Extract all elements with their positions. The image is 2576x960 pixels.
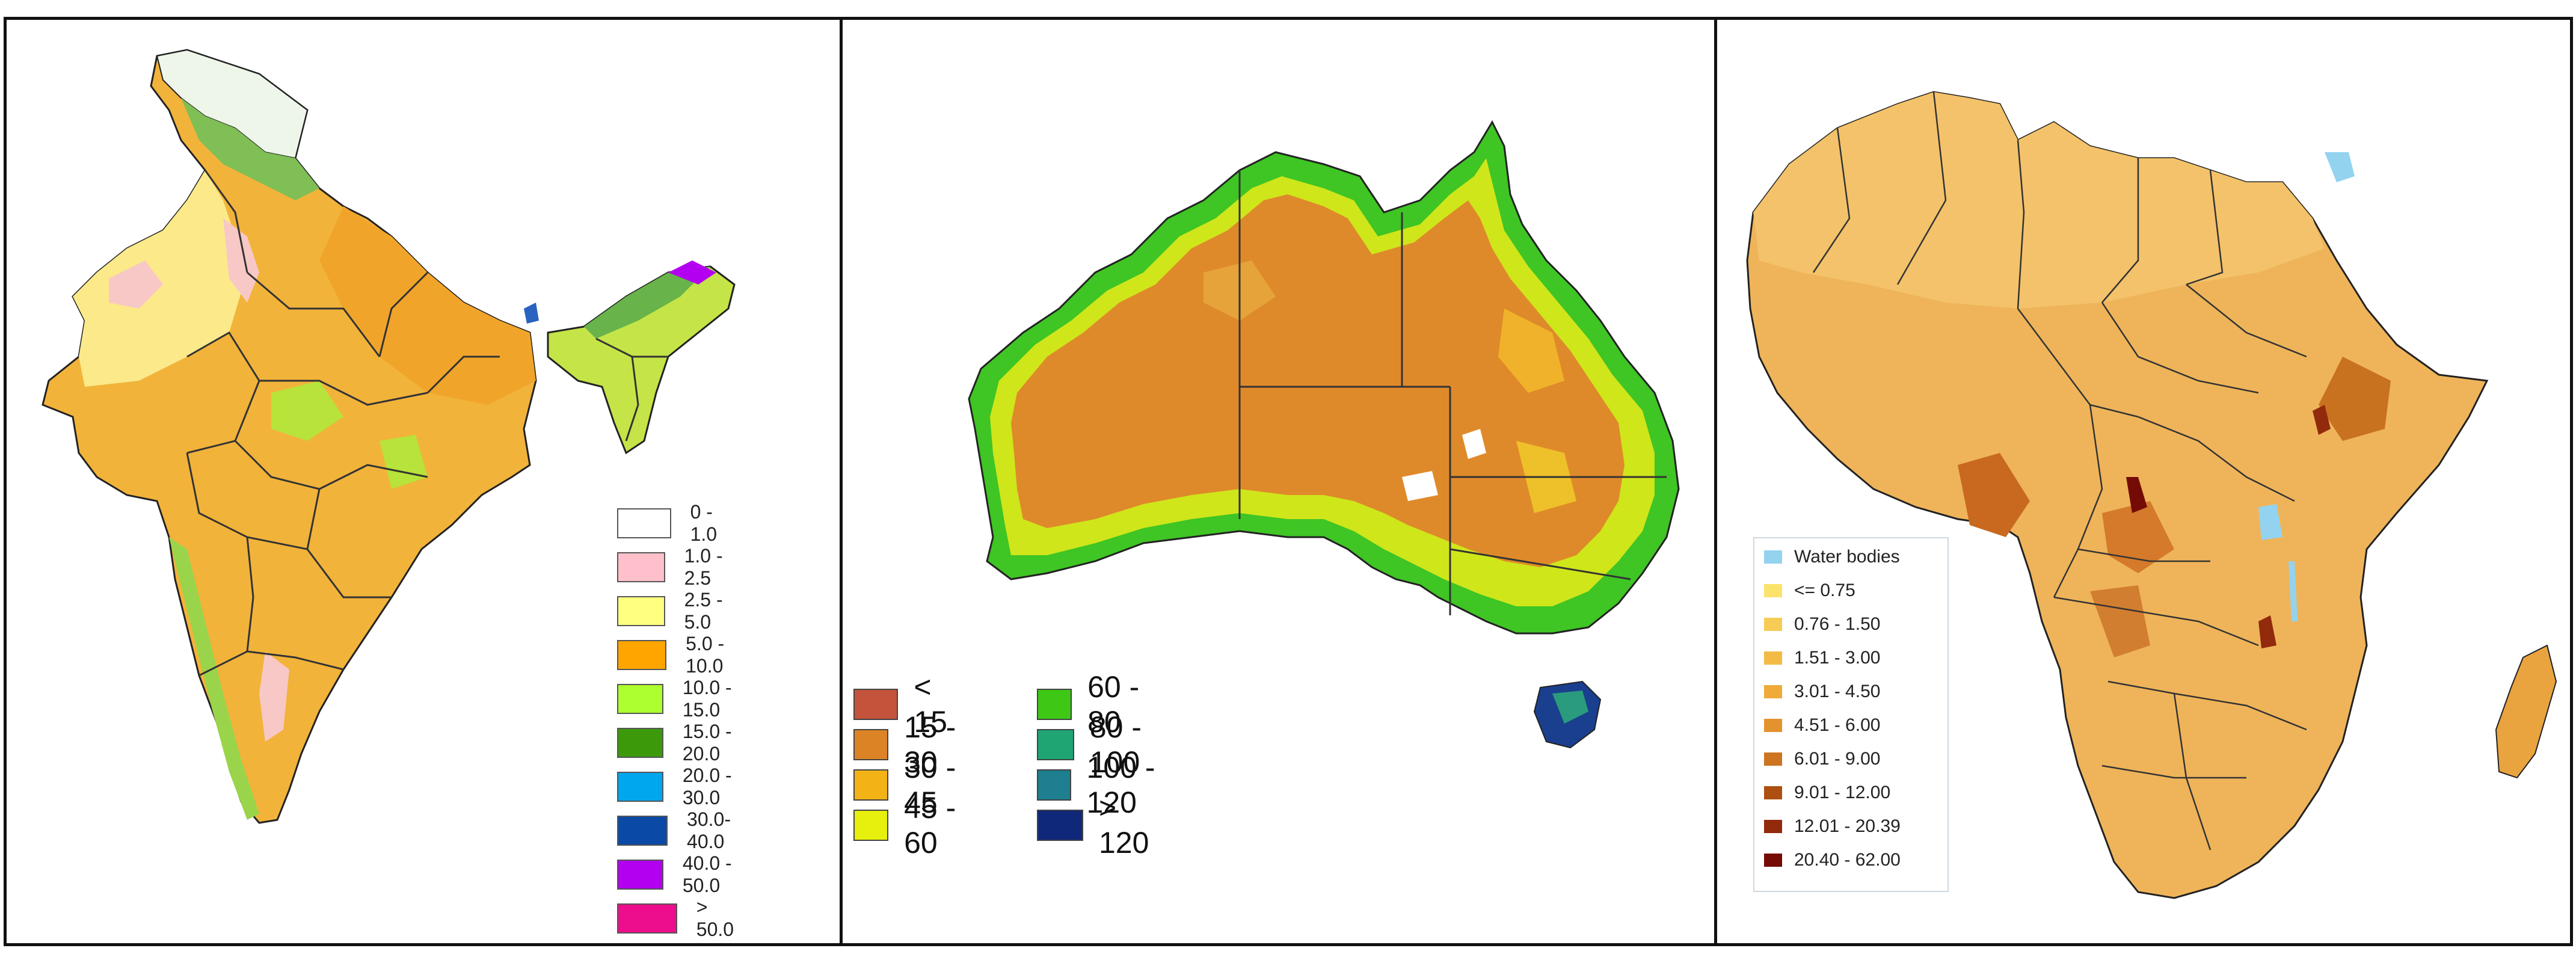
legend-swatch bbox=[1764, 752, 1782, 766]
legend-item: > 50.0 bbox=[617, 896, 743, 941]
legend-label: 0.76 - 1.50 bbox=[1794, 614, 1881, 634]
legend-label: <= 0.75 bbox=[1794, 580, 1855, 600]
legend-label: 9.01 - 12.00 bbox=[1794, 783, 1891, 802]
legend-label: 2.5 - 5.0 bbox=[684, 589, 723, 633]
legend-item: > 120 bbox=[1037, 790, 1160, 860]
legend-swatch bbox=[617, 772, 663, 802]
legend-label: > 120 bbox=[1098, 791, 1149, 860]
legend-swatch bbox=[1764, 584, 1782, 597]
legend-label: 12.01 - 20.39 bbox=[1794, 816, 1901, 836]
legend-item: 30.0- 40.0 bbox=[617, 808, 749, 853]
legend-item: 15.0 - 20.0 bbox=[617, 721, 743, 765]
legend-item: 12.01 - 20.39 bbox=[1764, 816, 1901, 837]
legend-item: 20.0 - 30.0 bbox=[617, 765, 743, 809]
madagascar bbox=[2495, 644, 2557, 779]
legend-swatch bbox=[1764, 651, 1782, 665]
legend-item: 1.51 - 3.00 bbox=[1764, 648, 1880, 668]
legend-label: 80 - 100 bbox=[1089, 710, 1142, 779]
legend-label: 60 - 80 bbox=[1087, 670, 1140, 739]
legend-swatch bbox=[1764, 550, 1782, 564]
australia-map bbox=[968, 120, 1680, 749]
legend-swatch bbox=[1037, 689, 1072, 720]
legend-item: 3.01 - 4.50 bbox=[1764, 682, 1880, 702]
legend-label: 1.51 - 3.00 bbox=[1794, 648, 1881, 668]
legend-swatch bbox=[617, 860, 663, 890]
legend-swatch bbox=[853, 769, 889, 801]
legend-swatch bbox=[617, 640, 667, 670]
legend-swatch bbox=[617, 728, 663, 758]
india-map bbox=[41, 49, 736, 824]
legend-item: 80 - 100 bbox=[1037, 710, 1160, 780]
legend-item: 45 - 60 bbox=[853, 790, 960, 860]
legend-item: < 15 bbox=[853, 669, 960, 739]
legend-label: 1.0 - 2.5 bbox=[684, 545, 723, 589]
legend-label: 5.0 - 10.0 bbox=[686, 633, 725, 677]
legend-label: 4.51 - 6.00 bbox=[1794, 715, 1881, 735]
legend-item: 1.0 - 2.5 bbox=[617, 545, 732, 589]
legend-label: Water bodies bbox=[1794, 547, 1900, 567]
legend-label: 15 - 30 bbox=[904, 710, 956, 779]
legend-label: 40.0 - 50.0 bbox=[682, 852, 732, 896]
legend-swatch bbox=[1764, 618, 1782, 631]
legend-label: 30 - 45 bbox=[904, 751, 956, 819]
legend-label: > 50.0 bbox=[696, 896, 734, 940]
africa-map bbox=[1746, 91, 2557, 899]
legend-swatch bbox=[1764, 685, 1782, 698]
legend-label: 30.0- 40.0 bbox=[687, 808, 731, 852]
legend-item: 2.5 - 5.0 bbox=[617, 589, 732, 633]
legend-swatch bbox=[853, 729, 889, 760]
legend-item: 10.0 - 15.0 bbox=[617, 677, 743, 721]
legend-item: 20.40 - 62.00 bbox=[1764, 850, 1901, 870]
legend-swatch bbox=[617, 684, 663, 714]
legend-label: 6.01 - 9.00 bbox=[1794, 749, 1881, 769]
legend-item: 60 - 80 bbox=[1037, 669, 1143, 739]
legend-label: 10.0 - 15.0 bbox=[682, 677, 732, 721]
legend-item: 5.0 - 10.0 bbox=[617, 633, 743, 677]
australia-map-panel: < 15 15 - 30 30 - 45 45 - 60 60 - 80 80 … bbox=[840, 17, 1719, 946]
africa-map-panel: Water bodies <= 0.75 0.76 - 1.50 1.51 - … bbox=[1714, 17, 2573, 946]
legend-label: 45 - 60 bbox=[904, 791, 956, 860]
legend-label: 3.01 - 4.50 bbox=[1794, 682, 1881, 701]
legend-swatch bbox=[853, 689, 899, 720]
legend-swatch bbox=[1764, 820, 1782, 833]
legend-label: 100 - 120 bbox=[1086, 751, 1155, 819]
legend-item: Water bodies bbox=[1764, 547, 1900, 567]
legend-item: <= 0.75 bbox=[1764, 580, 1855, 601]
legend-item: 0.76 - 1.50 bbox=[1764, 614, 1880, 635]
legend-item: 0 - 1.0 bbox=[617, 501, 732, 546]
legend-swatch bbox=[1037, 729, 1074, 760]
legend-label: < 15 bbox=[914, 670, 947, 739]
legend-swatch bbox=[617, 552, 665, 582]
legend-swatch bbox=[1764, 719, 1782, 732]
legend-label: 20.40 - 62.00 bbox=[1794, 850, 1901, 870]
legend-item: 15 - 30 bbox=[853, 710, 960, 780]
legend-item: 6.01 - 9.00 bbox=[1764, 749, 1880, 769]
legend-item: 4.51 - 6.00 bbox=[1764, 715, 1880, 736]
legend-swatch bbox=[853, 810, 889, 841]
legend-swatch bbox=[617, 508, 671, 538]
legend-item: 100 - 120 bbox=[1037, 750, 1160, 820]
legend-label: 20.0 - 30.0 bbox=[682, 765, 732, 808]
india-map-panel: 0 - 1.0 1.0 - 2.5 2.5 - 5.0 5.0 - 10.0 1… bbox=[4, 17, 844, 946]
legend-swatch bbox=[1037, 769, 1071, 801]
legend-label: 15.0 - 20.0 bbox=[682, 721, 732, 765]
legend-item: 30 - 45 bbox=[853, 750, 960, 820]
legend-swatch bbox=[1037, 810, 1083, 841]
legend-swatch bbox=[1764, 854, 1782, 867]
legend-item: 40.0 - 50.0 bbox=[617, 852, 743, 897]
legend-swatch bbox=[1764, 786, 1782, 799]
legend-label: 0 - 1.0 bbox=[690, 501, 718, 545]
legend-swatch bbox=[617, 596, 665, 626]
legend-swatch bbox=[617, 816, 668, 846]
legend-item: 9.01 - 12.00 bbox=[1764, 783, 1890, 803]
legend-swatch bbox=[617, 903, 677, 934]
africa-legend: Water bodies <= 0.75 0.76 - 1.50 1.51 - … bbox=[1753, 537, 1949, 892]
